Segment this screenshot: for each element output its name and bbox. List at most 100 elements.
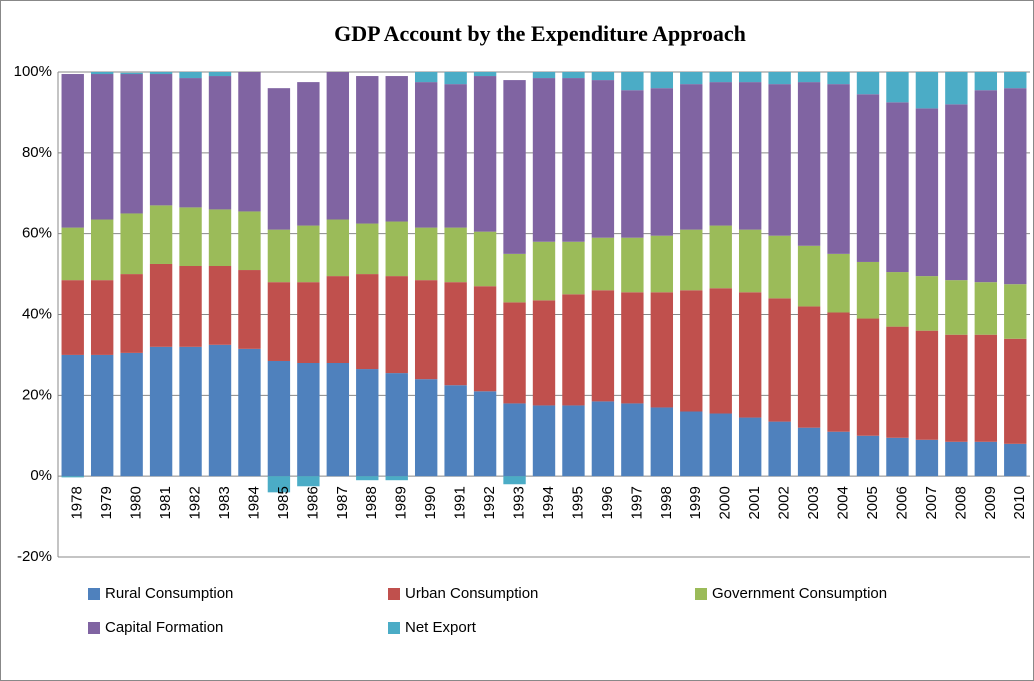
bar-segment [297, 282, 320, 363]
bar-segment [61, 227, 84, 281]
bar-segment [886, 72, 909, 103]
x-tick-label: 2010 [1011, 486, 1028, 519]
bar-segment [473, 391, 497, 477]
bar-segment [797, 306, 821, 428]
x-tick-label: 2005 [864, 486, 881, 519]
bar-segment [974, 441, 998, 477]
x-tick-label: 1979 [98, 486, 115, 519]
bar-segment [208, 266, 232, 345]
bar-segment [444, 227, 467, 283]
legend-swatch [88, 588, 100, 600]
bar-segment [856, 435, 880, 477]
bar-segment [503, 403, 526, 477]
bar-segment [797, 427, 821, 477]
bar-segment [532, 300, 556, 406]
bar-segment [738, 292, 762, 418]
bar-segment [297, 363, 320, 477]
bar-segment [680, 290, 703, 412]
bar-segment [356, 274, 379, 370]
bar-segment [503, 476, 526, 485]
bar-segment [208, 72, 232, 77]
bar-segment [709, 82, 732, 226]
x-tick-label: 2008 [952, 486, 969, 519]
x-tick-label: 2009 [982, 486, 999, 519]
legend-swatch [88, 622, 100, 634]
bar-segment [297, 82, 320, 226]
bar-segment [1004, 88, 1027, 285]
bar-segment [267, 88, 291, 230]
bar-segment [768, 421, 791, 477]
bar-segment [945, 334, 968, 442]
bar-segment [444, 385, 467, 477]
bar-segment [621, 237, 644, 293]
bar-segment [473, 72, 497, 77]
bar-segment [120, 72, 143, 75]
bar-segment [797, 82, 821, 246]
bar-segment [915, 330, 939, 440]
x-tick-label: 1981 [157, 486, 174, 519]
y-tick-label: 100% [14, 63, 52, 80]
bar-segment [827, 84, 850, 254]
x-tick-label: 1999 [687, 486, 704, 519]
y-tick-label: -20% [17, 548, 52, 565]
bar-segment [326, 219, 350, 277]
legend-label: Net Export [405, 619, 477, 636]
bar-segment [827, 312, 850, 432]
bar-segment [179, 72, 202, 79]
bar-segment [90, 72, 114, 75]
bar-segment [297, 225, 320, 283]
bar-segment [61, 354, 84, 477]
bar-segment [974, 72, 998, 91]
bar-segment [738, 417, 762, 477]
legend-swatch [388, 588, 400, 600]
bar-segment [532, 78, 556, 242]
bar-segment [768, 298, 791, 422]
bar-segment [208, 76, 232, 210]
bar-segment [90, 74, 114, 220]
bar-segment [915, 276, 939, 331]
bar-segment [149, 74, 173, 206]
bar-segment [120, 274, 143, 353]
bar-segment [414, 280, 438, 380]
legend-label: Rural Consumption [105, 585, 233, 602]
bar-segment [915, 108, 939, 277]
bar-segment [621, 403, 644, 477]
bar-segment [179, 207, 202, 266]
bar-segment [856, 94, 880, 262]
bar-segment [827, 431, 850, 477]
bar-segment [120, 352, 143, 477]
x-tick-label: 1978 [69, 486, 86, 519]
bar-segment [591, 237, 615, 291]
x-tick-label: 2002 [776, 486, 793, 519]
bar-segment [90, 354, 114, 477]
x-tick-label: 1997 [628, 486, 645, 519]
bar-segment [709, 413, 732, 477]
x-tick-label: 1991 [452, 486, 469, 519]
bar-segment [886, 272, 909, 327]
y-tick-label: 20% [22, 386, 52, 403]
bar-segment [621, 90, 644, 238]
bar-segment [90, 280, 114, 355]
legend-label: Urban Consumption [405, 585, 538, 602]
bar-segment [621, 292, 644, 404]
bar-segment [326, 276, 350, 363]
bar-segment [1004, 443, 1027, 477]
bar-segment [856, 318, 880, 436]
bar-segment [61, 74, 84, 228]
bar-segment [974, 334, 998, 442]
bar-segment [945, 104, 968, 281]
bar-segment [149, 205, 173, 264]
bar-segment [650, 292, 674, 408]
chart-title: GDP Account by the Expenditure Approach [334, 21, 746, 46]
bar-segment [768, 84, 791, 236]
y-tick-label: 0% [30, 467, 52, 484]
bar-segment [444, 72, 467, 85]
bar-segment [179, 266, 202, 347]
x-tick-label: 1986 [304, 486, 321, 519]
bar-segment [179, 346, 202, 477]
bar-segment [768, 72, 791, 85]
x-tick-label: 2007 [923, 486, 940, 519]
bar-segment [385, 276, 408, 374]
bar-segment [680, 84, 703, 230]
